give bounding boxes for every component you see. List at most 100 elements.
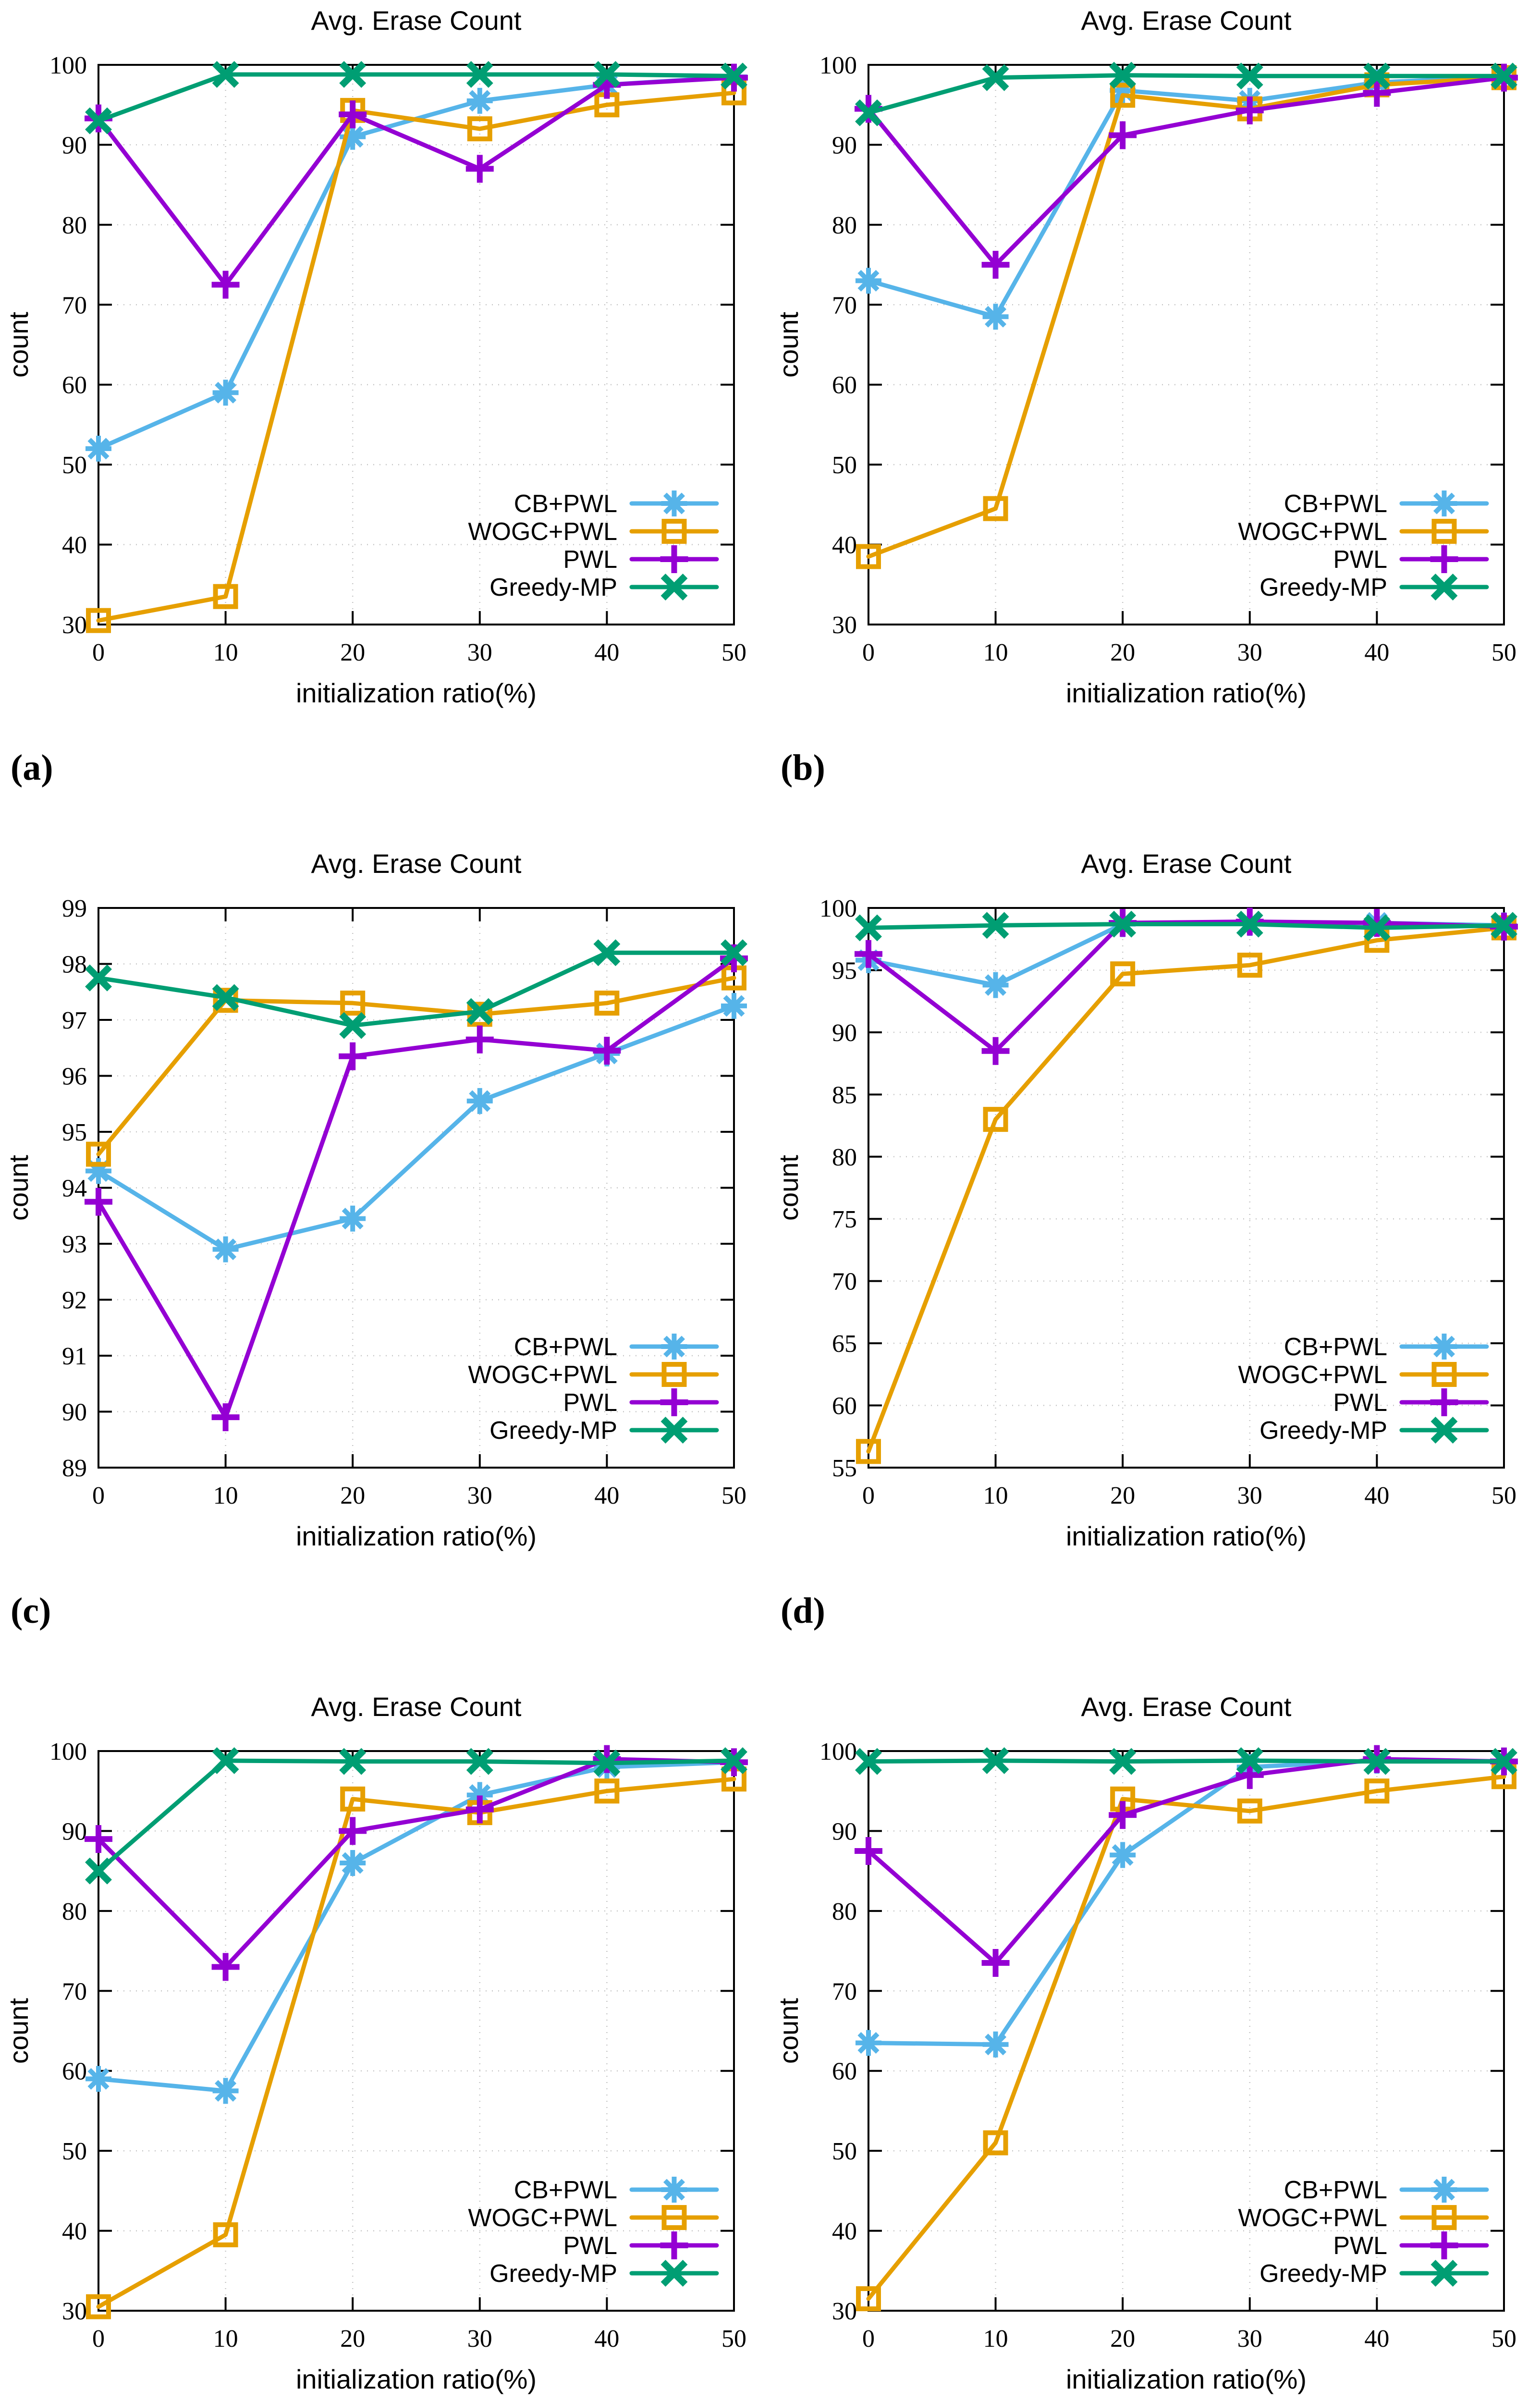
y-axis-label: count: [3, 1155, 34, 1221]
svg-text:100: 100: [819, 52, 857, 79]
marker-star: [466, 87, 493, 114]
legend-entry-WOGC+PWL: WOGC+PWL: [468, 518, 719, 546]
svg-text:10: 10: [213, 639, 238, 666]
svg-text:PWL: PWL: [1333, 1389, 1387, 1417]
svg-text:10: 10: [983, 639, 1008, 666]
y-axis-label: count: [773, 1155, 804, 1221]
svg-text:65: 65: [832, 1330, 857, 1358]
series-WOGC+PWL: [856, 915, 1516, 1464]
svg-text:30: 30: [832, 612, 857, 639]
marker-star: [1431, 490, 1457, 516]
marker-cross: [855, 99, 882, 126]
marker-cross: [212, 61, 239, 88]
marker-cross: [855, 914, 882, 942]
svg-text:0: 0: [862, 1482, 875, 1509]
marker-cross: [660, 574, 688, 600]
marker-plus: [211, 270, 240, 299]
grid: [98, 1751, 734, 2311]
svg-text:90: 90: [62, 132, 87, 159]
svg-text:97: 97: [62, 1007, 87, 1034]
panel-letter-a: (a): [11, 748, 53, 788]
marker-star: [212, 2078, 239, 2104]
marker-cross: [212, 1747, 239, 1774]
marker-cross: [85, 964, 112, 992]
legend-entry-Greedy-MP: Greedy-MP: [489, 574, 719, 601]
svg-text:98: 98: [62, 951, 87, 979]
marker-star: [856, 2030, 881, 2056]
marker-square: [856, 2286, 881, 2312]
svg-text:WOGC+PWL: WOGC+PWL: [1238, 1361, 1387, 1389]
panel-letter-d: (d): [781, 1591, 825, 1631]
marker-plus: [981, 251, 1010, 279]
marker-cross: [339, 61, 367, 88]
svg-text:Greedy-MP: Greedy-MP: [1259, 2260, 1387, 2288]
marker-square: [1431, 2205, 1457, 2230]
svg-text:100: 100: [49, 52, 87, 79]
marker-plus: [660, 1388, 688, 1416]
svg-text:CB+PWL: CB+PWL: [1284, 1333, 1387, 1361]
series-CB+PWL: [86, 63, 747, 462]
tick-marks: [98, 1750, 735, 2312]
marker-cross: [855, 1748, 882, 1775]
marker-star: [1431, 2177, 1457, 2203]
svg-text:PWL: PWL: [563, 2232, 617, 2260]
svg-text:55: 55: [832, 1455, 857, 1482]
svg-text:95: 95: [62, 1119, 87, 1146]
marker-cross: [1236, 910, 1263, 938]
marker-plus: [981, 1949, 1010, 1977]
svg-text:20: 20: [340, 1482, 365, 1509]
svg-text:80: 80: [832, 1898, 857, 1925]
marker-cross: [1363, 914, 1391, 942]
marker-cross: [982, 1747, 1009, 1774]
svg-text:30: 30: [832, 2298, 857, 2325]
x-axis-label: initialization ratio(%): [1066, 678, 1307, 708]
legend-entry-Greedy-MP: Greedy-MP: [489, 1417, 719, 1445]
tick-marks: [868, 1750, 1505, 2312]
marker-cross: [982, 64, 1009, 91]
legend-entry-WOGC+PWL: WOGC+PWL: [1238, 1361, 1489, 1389]
marker-square: [1237, 953, 1262, 978]
svg-text:60: 60: [832, 2058, 857, 2085]
svg-text:30: 30: [467, 2325, 492, 2353]
marker-plus: [660, 2231, 688, 2259]
svg-text:WOGC+PWL: WOGC+PWL: [468, 518, 617, 546]
marker-square: [86, 1141, 111, 1167]
marker-star: [856, 268, 881, 294]
series-WOGC+PWL: [86, 80, 746, 633]
tick-marks: [868, 907, 1505, 1469]
svg-text:20: 20: [1110, 2325, 1135, 2353]
marker-cross: [721, 939, 747, 967]
svg-text:30: 30: [467, 639, 492, 666]
marker-plus: [593, 1037, 621, 1065]
plot-border: [868, 907, 1505, 1469]
svg-text:40: 40: [62, 532, 87, 559]
svg-text:30: 30: [1237, 2325, 1262, 2353]
svg-text:50: 50: [62, 452, 87, 479]
marker-plus: [981, 1037, 1010, 1065]
grid: [868, 65, 1504, 625]
svg-text:50: 50: [1491, 2325, 1516, 2353]
marker-square: [856, 544, 881, 569]
chart-a: 0 10 20 30 40 50 30 40 50 60 70 80 90 100 Avg. Erase C…: [3, 5, 748, 708]
series-Greedy-MP: [855, 1747, 1517, 1775]
marker-plus: [1430, 1388, 1458, 1416]
marker-plus: [465, 155, 494, 183]
svg-text:0: 0: [862, 639, 875, 666]
marker-square: [856, 1439, 881, 1464]
svg-text:60: 60: [62, 2058, 87, 2085]
svg-text:20: 20: [1110, 639, 1135, 666]
chart-title: Avg. Erase Count: [1081, 5, 1292, 36]
marker-cross: [1430, 574, 1458, 600]
legend-entry-CB+PWL: CB+PWL: [1284, 490, 1489, 518]
legend-entry-PWL: PWL: [1333, 1388, 1489, 1417]
svg-text:WOGC+PWL: WOGC+PWL: [1238, 518, 1387, 546]
marker-square: [213, 2222, 238, 2247]
panel-letter-c: (c): [11, 1591, 51, 1631]
svg-text:50: 50: [832, 2138, 857, 2165]
series-WOGC+PWL: [856, 65, 1516, 569]
series-PWL: [85, 944, 748, 1432]
panel-b: 0 10 20 30 40 50 30 40 50 60 70 80 90 100 Avg. Erase C…: [770, 0, 1540, 843]
